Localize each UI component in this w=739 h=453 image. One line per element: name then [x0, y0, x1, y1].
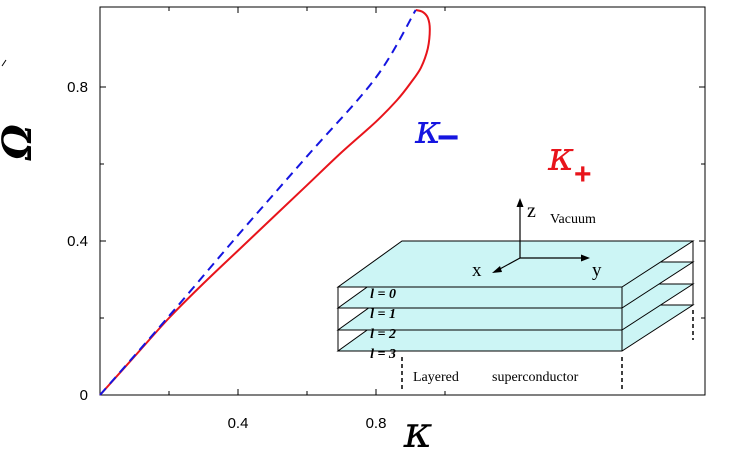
- layer-label-1: l = 1: [370, 307, 396, 322]
- series-label-kappa-plus-base: κ: [547, 134, 574, 180]
- inset-diagram: z Vacuum x y l = 0 l = 1 l = 2 l = 3 Lay…: [336, 198, 695, 392]
- y-arrow-head: [581, 254, 590, 262]
- series-layer: [99, 9, 431, 396]
- x-tick-label: 0.4: [228, 415, 249, 432]
- series-line-kappa-minus: [99, 9, 417, 396]
- layer-label-3: l = 3: [370, 347, 396, 362]
- series-line-kappa-plus: [99, 9, 431, 396]
- inset-z-label: z: [527, 200, 536, 222]
- x-axis-title: κ: [403, 407, 433, 453]
- series-label-kappa-minus: κ −: [414, 107, 459, 159]
- y-tick-label: 0: [80, 387, 88, 404]
- x-tick-label: 0.8: [366, 415, 387, 432]
- series-label-kappa-plus-sub: +: [574, 158, 592, 191]
- series-label-kappa-plus: κ +: [547, 134, 592, 191]
- inset-x-label: x: [472, 260, 482, 281]
- plot-frame: [99, 6, 706, 396]
- series-label-kappa-minus-sub: −: [437, 117, 459, 159]
- x-arrow-head: [492, 266, 502, 273]
- inset-vacuum-label: Vacuum: [550, 212, 596, 227]
- x-axis-arrow: [497, 257, 521, 271]
- y-axis-title: Ω: [0, 124, 41, 161]
- axis-ticks: [100, 7, 705, 395]
- layer-label-2: l = 2: [370, 327, 396, 342]
- inset-bottom-label-2: superconductor: [492, 370, 579, 385]
- y-tick-label: 0.4: [67, 233, 88, 250]
- inset-y-label: y: [592, 260, 602, 281]
- z-arrow-head: [516, 198, 524, 207]
- layer-label-0: l = 0: [370, 287, 396, 302]
- series-label-kappa-minus-base: κ: [414, 107, 441, 153]
- edge-mark: [1, 59, 7, 67]
- inset-bottom-label-1: Layered: [413, 370, 459, 385]
- y-tick-label: 0.8: [67, 79, 88, 96]
- axis-tick-labels: 0.4 0.8 0 0.4 0.8: [67, 79, 386, 432]
